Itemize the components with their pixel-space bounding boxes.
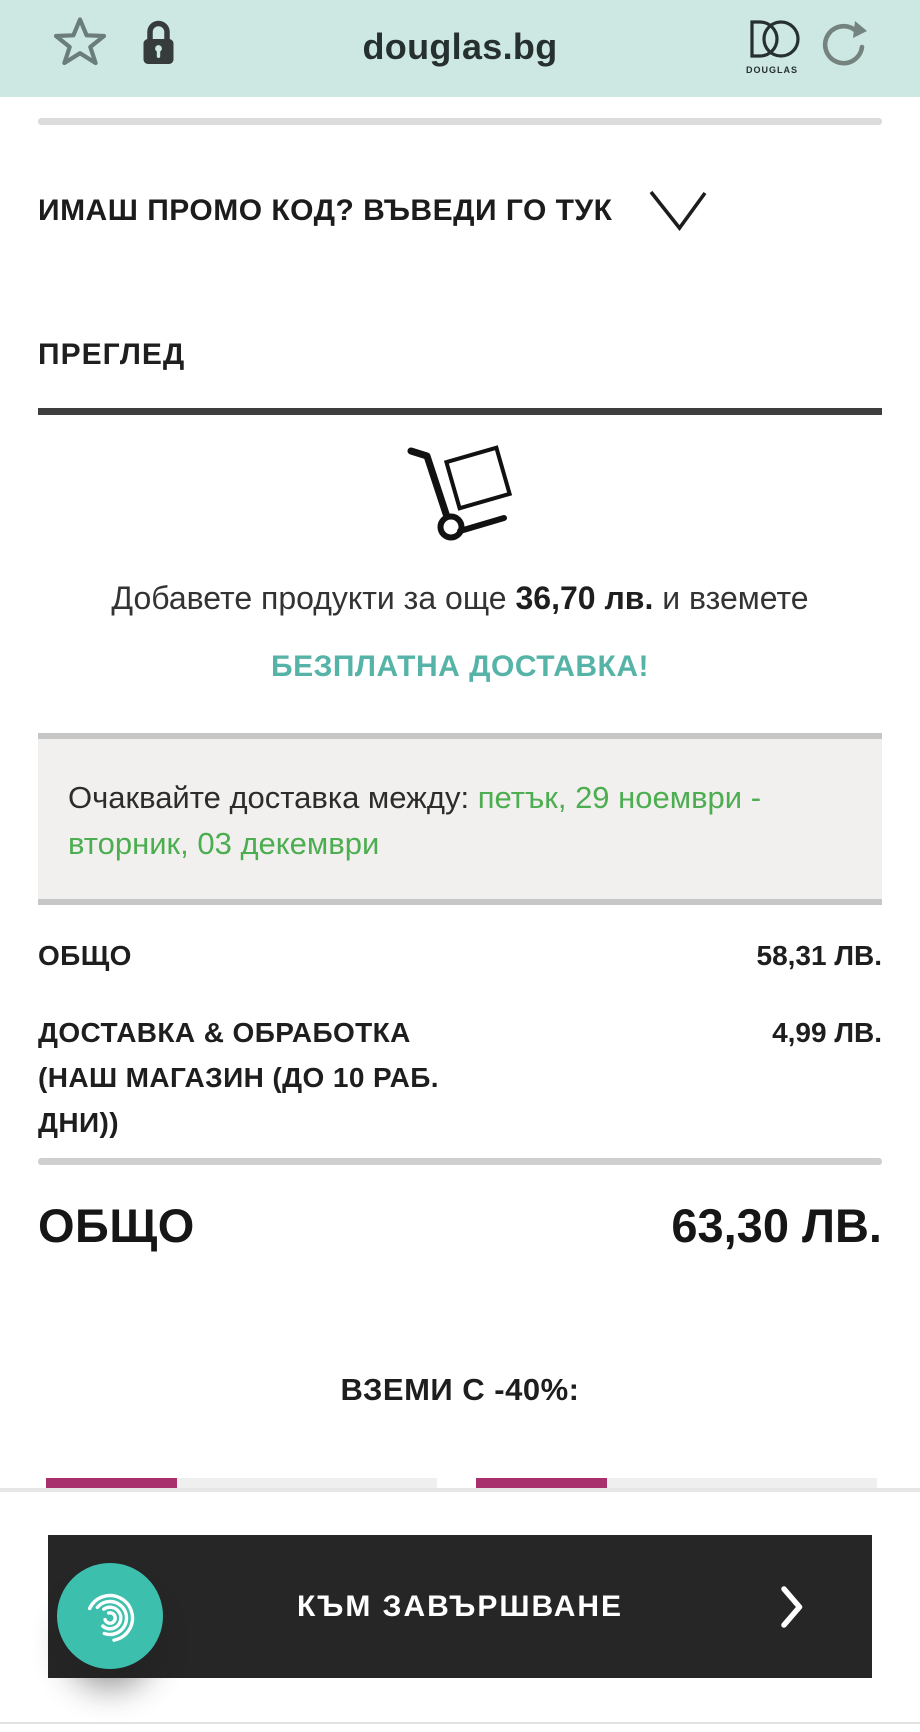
free-shipping-prefix: Добавете продукти за още: [111, 580, 516, 616]
total-divider: [38, 1158, 882, 1165]
bookmark-star-icon[interactable]: [54, 16, 106, 66]
ssl-lock-icon[interactable]: [139, 19, 177, 67]
bottom-hairline: [0, 1722, 920, 1724]
browser-toolbar: douglas.bg DOUGLAS: [0, 0, 920, 97]
reload-icon[interactable]: [818, 20, 868, 70]
total-value: 63,30 ЛВ.: [671, 1199, 882, 1252]
shipping-value: 4,99 ЛВ.: [772, 1017, 882, 1048]
free-shipping-suffix: и вземете: [653, 580, 809, 616]
total-label: ОБЩО: [38, 1199, 195, 1252]
shipping-label-line1: ДОСТАВКА & ОБРАБОТКА: [38, 1017, 411, 1048]
delivery-estimate-label: Очаквайте доставка между:: [68, 780, 478, 815]
douglas-logo: DOUGLAS: [744, 18, 800, 75]
free-shipping-message: Добавете продукти за още 36,70 лв. и взе…: [0, 580, 920, 617]
free-shipping-amount: 36,70 лв.: [515, 580, 654, 616]
delivery-trolley-icon: [407, 445, 513, 541]
recommendations-heading: ВЗЕМИ С -40%:: [340, 1372, 580, 1407]
checkout-button-label: КЪМ ЗАВЪРШВАНЕ: [296, 1590, 624, 1623]
douglas-logo-text: DOUGLAS: [746, 65, 798, 75]
delivery-estimate-box: Очаквайте доставка между: петък, 29 ноем…: [38, 733, 882, 905]
douglas-logo-mark: [750, 20, 800, 58]
review-divider: [38, 408, 882, 415]
subtotal-label: ОБЩО: [38, 940, 132, 971]
fingerprint-button[interactable]: [57, 1563, 163, 1669]
section-divider-top: [38, 118, 882, 125]
shipping-label-line3: ДНИ)): [38, 1107, 119, 1138]
chevron-down-icon: [650, 190, 707, 231]
promo-code-toggle[interactable]: ИМАШ ПРОМО КОД? ВЪВЕДИ ГО ТУК: [38, 190, 708, 232]
address-bar-url[interactable]: douglas.bg: [362, 26, 558, 67]
product-card-1-badge-top[interactable]: [46, 1478, 177, 1488]
checkout-button[interactable]: КЪМ ЗАВЪРШВАНЕ: [48, 1535, 872, 1678]
footer-edge-line: [0, 1488, 920, 1492]
delivery-date-range-line2: вторник, 03 декември: [68, 826, 380, 861]
product-card-2-top[interactable]: [607, 1478, 877, 1488]
fingerprint-icon: [85, 1593, 135, 1643]
delivery-date-range-line1: петък, 29 ноември -: [477, 780, 762, 815]
review-heading: ПРЕГЛЕД: [38, 338, 186, 371]
free-shipping-highlight: БЕЗПЛАТНА ДОСТАВКА!: [271, 650, 649, 683]
product-cards-row: [0, 1478, 920, 1488]
subtotal-value: 58,31 ЛВ.: [756, 940, 883, 971]
chevron-right-icon: [781, 1585, 803, 1628]
shipping-label: ДОСТАВКА & ОБРАБОТКА (НАШ МАГАЗИН (ДО 10…: [38, 1010, 439, 1145]
product-card-1-top[interactable]: [177, 1478, 437, 1488]
product-card-2-badge-top[interactable]: [476, 1478, 607, 1488]
shipping-label-line2: (НАШ МАГАЗИН (ДО 10 РАБ.: [38, 1062, 439, 1093]
promo-code-label: ИМАШ ПРОМО КОД? ВЪВЕДИ ГО ТУК: [38, 194, 613, 227]
